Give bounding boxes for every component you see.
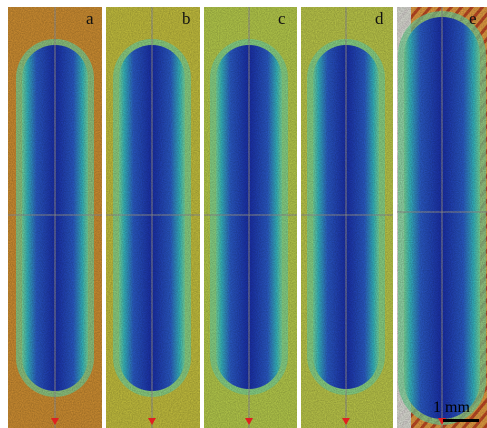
panel-b: b bbox=[106, 7, 200, 428]
panel-c-label: c bbox=[278, 9, 286, 28]
panel-b-image bbox=[106, 7, 200, 428]
panel-e: e 1 mm bbox=[397, 7, 487, 428]
scale-bar-label: 1 mm bbox=[433, 399, 470, 416]
panel-a-label: a bbox=[86, 9, 94, 28]
panel-c-image bbox=[204, 7, 297, 428]
panel-b-label: b bbox=[182, 9, 191, 28]
scale-bar bbox=[443, 419, 479, 422]
panel-e-image bbox=[397, 7, 487, 428]
panel-c: c bbox=[204, 7, 297, 428]
panel-e-label: e bbox=[469, 9, 477, 28]
panel-d: d bbox=[301, 7, 393, 428]
panel-d-label: d bbox=[375, 9, 384, 28]
panel-a-image bbox=[8, 7, 102, 428]
panel-d-image bbox=[301, 7, 393, 428]
panel-a: a bbox=[8, 7, 102, 428]
